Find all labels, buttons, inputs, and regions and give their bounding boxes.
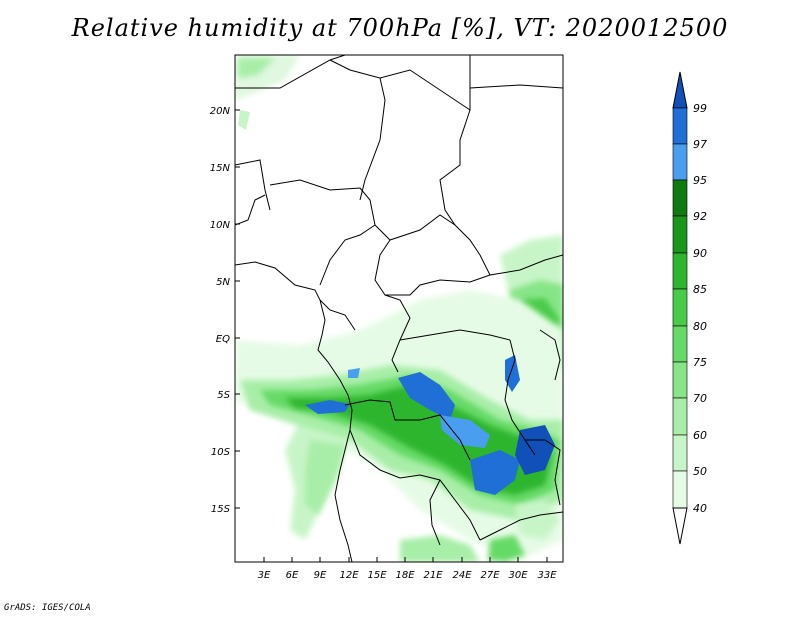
humidity-field: [235, 55, 563, 562]
colorbar-segment: [672, 215, 688, 254]
colorbar: [672, 71, 688, 545]
colorbar-labels: 99 97 95 92 90 85 80 75 70 60 50 40: [693, 102, 707, 515]
lon-label: 24E: [452, 570, 472, 581]
colorbar-segment: [672, 470, 688, 509]
colorbar-bottom-arrow: [672, 507, 688, 545]
colorbar-label: 90: [693, 247, 707, 260]
lat-label: 5N: [216, 277, 230, 288]
lon-label: 3E: [258, 570, 271, 581]
colorbar-top-arrow: [672, 71, 688, 109]
lon-label: 18E: [395, 570, 415, 581]
lat-label: 15N: [210, 163, 231, 174]
lat-label: 5S: [217, 390, 230, 401]
lat-label: 15S: [211, 504, 231, 515]
lon-label: 33E: [537, 570, 557, 581]
colorbar-segment: [672, 397, 688, 436]
map-frame: [234, 54, 564, 563]
colorbar-segment: [672, 434, 688, 472]
colorbar-label: 92: [693, 210, 707, 223]
lon-label: 21E: [423, 570, 443, 581]
colorbar-label: 85: [693, 283, 707, 296]
colorbar-segment: [672, 143, 688, 181]
colorbar-segment: [672, 325, 688, 363]
colorbar-segment: [672, 361, 688, 399]
lat-label: 10S: [211, 447, 231, 458]
colorbar-label: 75: [693, 356, 707, 369]
page-title: Relative humidity at 700hPa [%], VT: 202…: [71, 14, 729, 42]
credit-text: GrADS: IGES/COLA: [4, 603, 91, 613]
lat-label: EQ: [216, 334, 230, 345]
borders: [235, 55, 563, 562]
lat-label: 20N: [210, 106, 231, 117]
lon-label: 12E: [339, 570, 359, 581]
colorbar-segment: [672, 107, 688, 145]
colorbar-label: 80: [693, 320, 707, 333]
colorbar-label: 60: [693, 429, 707, 442]
colorbar-segment: [672, 179, 688, 217]
colorbar-label: 70: [693, 392, 707, 405]
colorbar-label: 97: [693, 138, 707, 151]
lon-label: 15E: [367, 570, 387, 581]
lon-label: 30E: [508, 570, 528, 581]
colorbar-segment: [672, 252, 688, 290]
lon-label: 9E: [314, 570, 327, 581]
colorbar-label: 99: [693, 102, 707, 115]
lon-ticks: [263, 557, 548, 562]
colorbar-label: 95: [693, 174, 707, 187]
lat-axis: 20N 15N 10N 5N EQ 5S 10S 15S: [210, 106, 231, 515]
lon-axis: 3E 6E 9E 12E 15E 18E 21E 24E 27E 30E 33E: [258, 570, 558, 581]
colorbar-segment: [672, 288, 688, 327]
lat-ticks: [235, 109, 240, 509]
lon-label: 6E: [286, 570, 299, 581]
colorbar-label: 40: [693, 502, 707, 515]
lat-label: 10N: [210, 220, 231, 231]
lon-label: 27E: [480, 570, 500, 581]
colorbar-label: 50: [693, 465, 707, 478]
